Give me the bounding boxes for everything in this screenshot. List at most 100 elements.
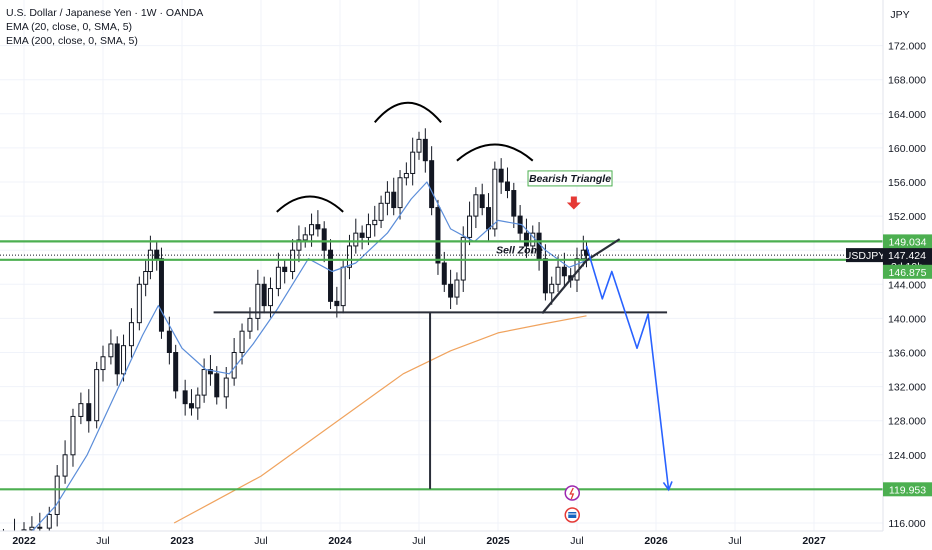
candle <box>158 247 164 339</box>
candle <box>261 276 267 314</box>
price-tag-bottom-text: 119.953 <box>889 484 926 496</box>
price-tick-label: 124.000 <box>888 450 926 462</box>
lightning-event-icon <box>564 485 581 501</box>
candle-body <box>296 239 302 251</box>
candle-body <box>315 224 321 230</box>
candle-body <box>114 343 120 375</box>
time-tick-label: 2024 <box>328 535 352 547</box>
bearish-triangle-text: Bearish Triangle <box>529 173 611 185</box>
candle-body <box>302 234 308 241</box>
candle-body <box>416 138 422 153</box>
bearish-triangle-box <box>527 170 613 187</box>
candle <box>397 170 403 220</box>
candle-body <box>207 369 213 375</box>
candle-body <box>511 190 517 217</box>
candle <box>173 344 179 399</box>
candle-body <box>223 377 229 398</box>
candle <box>282 259 288 284</box>
legend-ema200: EMA (200, close, 0, SMA, 5) <box>6 35 138 47</box>
price-tag-lower-bg <box>883 264 932 279</box>
time-tick-label: 2027 <box>802 535 826 547</box>
right-shoulder-arc <box>456 143 534 162</box>
projection-arrowhead <box>662 481 673 492</box>
price-tick-label: 156.000 <box>888 177 926 189</box>
candle-body <box>340 266 346 307</box>
candle-body <box>561 266 567 277</box>
candle <box>315 210 321 237</box>
price-tick-label: 144.000 <box>888 279 926 291</box>
candle-body <box>448 283 454 298</box>
projection-path <box>585 245 670 490</box>
price-tick-label: 128.000 <box>888 416 926 428</box>
candle <box>492 161 498 237</box>
candle-body <box>201 369 207 396</box>
candle-body <box>321 228 327 251</box>
candle-body <box>275 266 281 290</box>
candle-body <box>410 151 416 174</box>
candle-body <box>334 300 340 307</box>
candle <box>201 358 207 403</box>
candle-body <box>158 258 164 332</box>
time-tick-label: 2025 <box>486 535 510 547</box>
candle-body <box>166 330 172 353</box>
candle-body <box>54 475 60 515</box>
candle-body <box>143 271 149 285</box>
candle <box>429 146 435 216</box>
candle-body <box>94 369 100 422</box>
price-tick-label: 164.000 <box>888 109 926 121</box>
time-axis <box>0 531 883 550</box>
candle <box>62 440 68 484</box>
candle-body <box>353 232 359 247</box>
candle-body <box>128 322 134 347</box>
symbol-tag-bg <box>846 248 883 263</box>
price-tag-upper-text: 149.034 <box>889 236 927 248</box>
candle <box>511 182 517 229</box>
symbol-tag-text: USDJPY <box>844 250 885 262</box>
candle <box>365 213 371 246</box>
candle-body <box>479 194 485 209</box>
candle <box>267 277 273 318</box>
candle-body <box>384 191 390 204</box>
candle <box>359 225 365 250</box>
price-tick-label: 140.000 <box>888 313 926 325</box>
price-tick-label: 172.000 <box>888 41 926 53</box>
price-tag-upper-bg <box>883 234 932 249</box>
candle-body <box>37 526 43 529</box>
time-tick-label: Jul <box>254 535 267 547</box>
flag-glyph <box>568 512 577 518</box>
candle-body <box>282 266 288 273</box>
candle <box>498 158 504 194</box>
candle <box>410 137 416 186</box>
candle-body <box>454 279 460 298</box>
candle-body <box>182 390 188 405</box>
candle <box>422 128 428 173</box>
price-tag-bottom: 119.953 <box>883 482 932 497</box>
candle-body <box>435 207 441 264</box>
triangle-line-1 <box>541 259 588 314</box>
chart-legend: U.S. Dollar / Japanese Yen · 1W · OANDA … <box>6 6 203 48</box>
candle-body <box>188 403 194 409</box>
candle <box>384 181 390 216</box>
price-tick-label: 160.000 <box>888 143 926 155</box>
candle-body <box>473 194 479 217</box>
candle-body <box>239 330 245 353</box>
candle <box>328 239 334 310</box>
candle-body <box>46 513 52 529</box>
price-tick-label: 136.000 <box>888 348 926 360</box>
candle <box>195 387 201 420</box>
candle <box>86 389 92 433</box>
head-arc <box>373 101 442 123</box>
candle-body <box>542 258 548 294</box>
candle <box>302 227 308 248</box>
candle <box>100 345 106 382</box>
candle-body <box>346 245 352 268</box>
candle-body <box>397 177 403 209</box>
candle-body <box>498 168 504 183</box>
candle <box>54 465 60 527</box>
candle-body <box>549 283 555 294</box>
candle-body <box>78 403 84 417</box>
candle-body <box>173 352 179 392</box>
price-tag-lower: 146.875 <box>883 264 932 279</box>
candle-body <box>247 317 253 332</box>
